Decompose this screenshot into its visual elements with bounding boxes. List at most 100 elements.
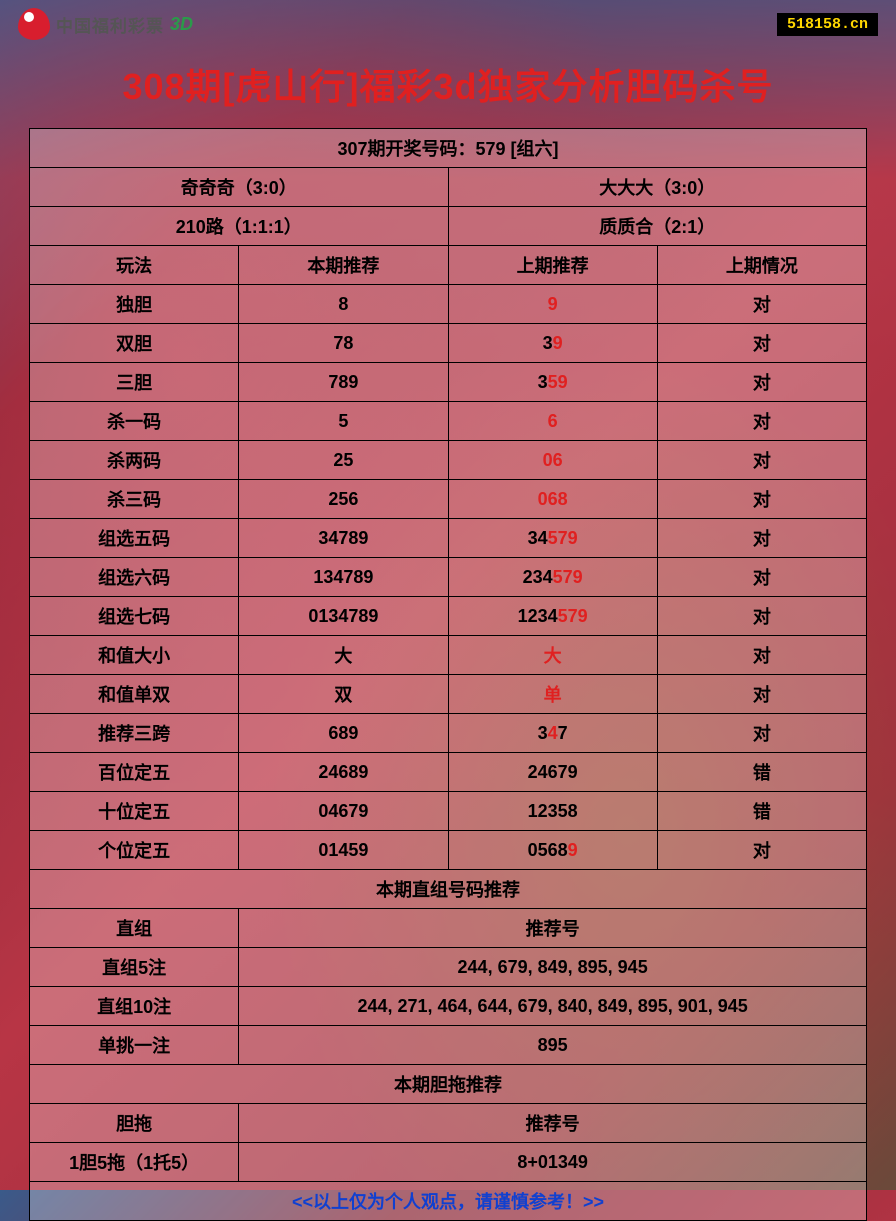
dantuo-col1: 胆拖 xyxy=(30,1104,239,1143)
prev-pick: 1234579 xyxy=(448,597,657,636)
dantuo-value: 8+01349 xyxy=(239,1143,867,1182)
header-bar: 中国福利彩票 3D 518158.cn xyxy=(0,0,896,44)
table-row: 个位定五0145905689对 xyxy=(30,831,867,870)
prev-pick: 9 xyxy=(448,285,657,324)
zhizu-name: 直组5注 xyxy=(30,948,239,987)
result-status: 错 xyxy=(657,753,866,792)
result-status: 对 xyxy=(657,402,866,441)
table-row: 和值单双双单对 xyxy=(30,675,867,714)
page-title: 308期[虎山行]福彩3d独家分析胆码杀号 xyxy=(0,44,896,128)
table-row: 十位定五0467912358错 xyxy=(30,792,867,831)
table-row: 1胆5拖（1托5）8+01349 xyxy=(30,1143,867,1182)
play-name: 组选六码 xyxy=(30,558,239,597)
table-row: 单挑一注895 xyxy=(30,1026,867,1065)
play-name: 和值单双 xyxy=(30,675,239,714)
table-row: 组选六码134789234579对 xyxy=(30,558,867,597)
current-pick: 8 xyxy=(239,285,448,324)
table-row: 推荐三跨689347对 xyxy=(30,714,867,753)
footer-note: <<以上仅为个人观点，请谨慎参考！>> xyxy=(30,1182,867,1221)
result-status: 对 xyxy=(657,675,866,714)
result-status: 对 xyxy=(657,597,866,636)
table-row: 组选七码01347891234579对 xyxy=(30,597,867,636)
play-name: 双胆 xyxy=(30,324,239,363)
logo: 中国福利彩票 3D xyxy=(18,8,193,40)
result-status: 对 xyxy=(657,324,866,363)
prev-pick: 05689 xyxy=(448,831,657,870)
prev-pick: 06 xyxy=(448,441,657,480)
result-status: 对 xyxy=(657,480,866,519)
table-row: 组选五码3478934579对 xyxy=(30,519,867,558)
result-status: 对 xyxy=(657,363,866,402)
col-current: 本期推荐 xyxy=(239,246,448,285)
play-name: 个位定五 xyxy=(30,831,239,870)
section-zhizu: 本期直组号码推荐 xyxy=(30,870,867,909)
summary-route: 210路（1:1:1） xyxy=(30,207,449,246)
prev-pick: 6 xyxy=(448,402,657,441)
prev-pick: 347 xyxy=(448,714,657,753)
result-status: 对 xyxy=(657,636,866,675)
current-pick: 34789 xyxy=(239,519,448,558)
play-name: 组选五码 xyxy=(30,519,239,558)
play-name: 百位定五 xyxy=(30,753,239,792)
logo-3d: 3D xyxy=(170,14,193,35)
current-pick: 689 xyxy=(239,714,448,753)
col-result: 上期情况 xyxy=(657,246,866,285)
dantuo-name: 1胆5拖（1托5） xyxy=(30,1143,239,1182)
table-row: 双胆7839对 xyxy=(30,324,867,363)
prev-pick: 12358 xyxy=(448,792,657,831)
table-row: 杀一码56对 xyxy=(30,402,867,441)
prev-pick: 39 xyxy=(448,324,657,363)
site-url-badge: 518158.cn xyxy=(777,13,878,36)
zhizu-name: 单挑一注 xyxy=(30,1026,239,1065)
prev-pick: 24679 xyxy=(448,753,657,792)
zhizu-col1: 直组 xyxy=(30,909,239,948)
current-pick: 24689 xyxy=(239,753,448,792)
current-pick: 25 xyxy=(239,441,448,480)
current-pick: 134789 xyxy=(239,558,448,597)
zhizu-value: 244, 271, 464, 644, 679, 840, 849, 895, … xyxy=(239,987,867,1026)
result-status: 对 xyxy=(657,714,866,753)
play-name: 杀三码 xyxy=(30,480,239,519)
prev-pick: 单 xyxy=(448,675,657,714)
col-play: 玩法 xyxy=(30,246,239,285)
dantuo-col2: 推荐号 xyxy=(239,1104,867,1143)
current-pick: 789 xyxy=(239,363,448,402)
lottery-logo-icon xyxy=(18,8,50,40)
prev-pick: 34579 xyxy=(448,519,657,558)
result-status: 对 xyxy=(657,441,866,480)
play-name: 三胆 xyxy=(30,363,239,402)
table-row: 三胆789359对 xyxy=(30,363,867,402)
zhizu-col2: 推荐号 xyxy=(239,909,867,948)
analysis-table: 307期开奖号码：579 [组六] 奇奇奇（3:0） 大大大（3:0） 210路… xyxy=(29,128,867,1221)
current-pick: 256 xyxy=(239,480,448,519)
summary-odd-even: 奇奇奇（3:0） xyxy=(30,168,449,207)
result-status: 对 xyxy=(657,558,866,597)
table-row: 直组10注244, 271, 464, 644, 679, 840, 849, … xyxy=(30,987,867,1026)
prev-pick: 大 xyxy=(448,636,657,675)
table-row: 百位定五2468924679错 xyxy=(30,753,867,792)
prev-pick: 234579 xyxy=(448,558,657,597)
prev-pick: 068 xyxy=(448,480,657,519)
section-dantuo: 本期胆拖推荐 xyxy=(30,1065,867,1104)
current-pick: 5 xyxy=(239,402,448,441)
zhizu-value: 895 xyxy=(239,1026,867,1065)
play-name: 十位定五 xyxy=(30,792,239,831)
col-prev: 上期推荐 xyxy=(448,246,657,285)
table-row: 直组5注244, 679, 849, 895, 945 xyxy=(30,948,867,987)
result-status: 对 xyxy=(657,285,866,324)
zhizu-value: 244, 679, 849, 895, 945 xyxy=(239,948,867,987)
summary-prime: 质质合（2:1） xyxy=(448,207,867,246)
play-name: 组选七码 xyxy=(30,597,239,636)
play-name: 独胆 xyxy=(30,285,239,324)
current-pick: 0134789 xyxy=(239,597,448,636)
play-name: 推荐三跨 xyxy=(30,714,239,753)
prev-pick: 359 xyxy=(448,363,657,402)
logo-text: 中国福利彩票 xyxy=(56,12,164,37)
play-name: 杀两码 xyxy=(30,441,239,480)
table-row: 和值大小大大对 xyxy=(30,636,867,675)
current-pick: 01459 xyxy=(239,831,448,870)
result-status: 对 xyxy=(657,831,866,870)
play-name: 和值大小 xyxy=(30,636,239,675)
table-row: 独胆89对 xyxy=(30,285,867,324)
result-status: 错 xyxy=(657,792,866,831)
